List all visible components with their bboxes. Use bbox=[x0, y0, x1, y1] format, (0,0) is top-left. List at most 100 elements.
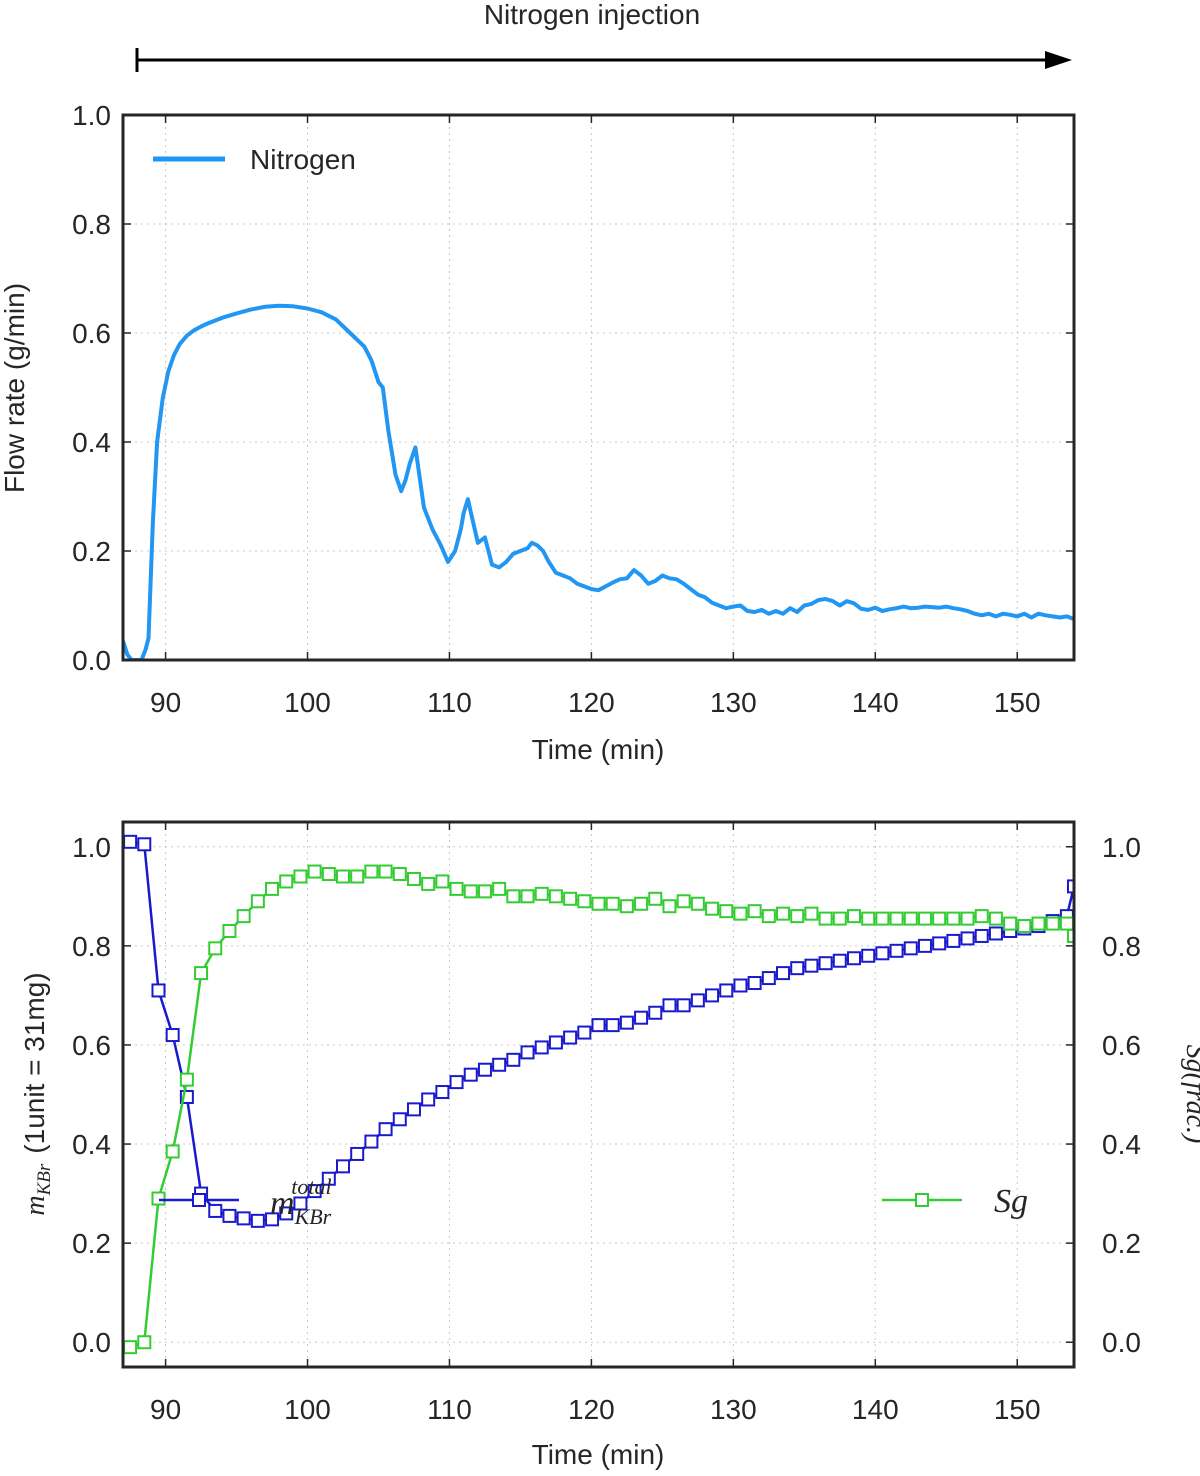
point-sg bbox=[520, 889, 535, 904]
kbr-ytick-label: 0.8 bbox=[72, 931, 111, 962]
kbr-plot-frame bbox=[121, 820, 1076, 1369]
flow-xtick-label: 100 bbox=[284, 687, 331, 718]
legend-marker-sg bbox=[915, 1193, 929, 1207]
flow-xlabel: Time (min) bbox=[532, 734, 665, 765]
kbr-ticks: 90 100 110 120 130 140 150 0.0 0.2 0.4 0.6 0.8 1.0 0.… bbox=[72, 822, 1141, 1425]
point-mkbr bbox=[137, 837, 152, 852]
point-sg bbox=[861, 911, 876, 926]
point-sg bbox=[832, 911, 847, 926]
flow-ytick-label: 0.4 bbox=[72, 427, 111, 458]
kbr-xtick-label: 110 bbox=[427, 1394, 472, 1425]
flow-xtick-label: 120 bbox=[568, 687, 615, 718]
kbr-y2tick-label: 0.0 bbox=[1102, 1327, 1141, 1358]
legend-marker-mkbr bbox=[192, 1193, 206, 1207]
point-sg bbox=[988, 911, 1003, 926]
kbr-y2tick-label: 0.8 bbox=[1102, 931, 1141, 962]
point-sg bbox=[974, 909, 989, 924]
flow-ylabel: Flow rate (g/min) bbox=[0, 283, 30, 493]
point-mkbr bbox=[591, 1018, 606, 1033]
kbr-sg-chart: 90 100 110 120 130 140 150 0.0 0.2 0.4 0.6 0.8 1.0 0.… bbox=[19, 820, 1200, 1470]
legend-label-mkbr-sub: KBr bbox=[294, 1204, 332, 1229]
point-sg bbox=[1067, 928, 1074, 943]
point-sg bbox=[406, 871, 421, 886]
point-sg bbox=[463, 884, 478, 899]
point-sg bbox=[1059, 916, 1074, 931]
point-sg bbox=[605, 896, 620, 911]
flow-ytick-label: 0.6 bbox=[72, 318, 111, 349]
point-sg bbox=[250, 894, 265, 909]
point-sg bbox=[279, 874, 294, 889]
point-mkbr bbox=[449, 1075, 464, 1090]
point-sg bbox=[719, 904, 734, 919]
kbr-ylabel-text: (1unit = 31mg) bbox=[19, 972, 50, 1153]
point-mkbr bbox=[165, 1028, 180, 1043]
point-sg bbox=[492, 881, 507, 896]
svg-text:mKBr(1unit = 31mg): mKBr (1unit = 31mg) bbox=[19, 972, 55, 1215]
kbr-ytick-label: 0.4 bbox=[72, 1129, 111, 1160]
point-sg bbox=[435, 874, 450, 889]
svg-text:mKBrtotal: mKBr total bbox=[270, 1174, 332, 1229]
point-mkbr bbox=[265, 1212, 280, 1227]
point-mkbr bbox=[492, 1057, 507, 1072]
point-sg bbox=[265, 881, 280, 896]
point-mkbr bbox=[960, 931, 975, 946]
point-mkbr bbox=[790, 961, 805, 976]
flow-ytick-label: 1.0 bbox=[72, 100, 111, 131]
flow-plot-frame bbox=[121, 113, 1076, 662]
kbr-ylabel-m: m bbox=[20, 1195, 51, 1215]
point-mkbr bbox=[804, 958, 819, 973]
point-mkbr bbox=[392, 1112, 407, 1127]
point-mkbr bbox=[293, 1196, 308, 1211]
point-mkbr bbox=[917, 938, 932, 953]
point-sg bbox=[917, 911, 932, 926]
point-mkbr bbox=[563, 1030, 578, 1045]
flow-ytick-label: 0.8 bbox=[72, 209, 111, 240]
point-sg bbox=[889, 911, 904, 926]
point-mkbr bbox=[662, 998, 677, 1013]
point-mkbr bbox=[861, 948, 876, 963]
legend-label-mkbr: m bbox=[270, 1185, 295, 1222]
point-sg bbox=[378, 864, 393, 879]
point-mkbr bbox=[705, 988, 720, 1003]
point-mkbr bbox=[832, 953, 847, 968]
point-sg bbox=[818, 911, 833, 926]
point-mkbr bbox=[846, 951, 861, 966]
point-mkbr bbox=[222, 1208, 237, 1223]
kbr-xtick-label: 100 bbox=[284, 1394, 331, 1425]
point-mkbr bbox=[321, 1171, 336, 1186]
flow-xtick-label: 150 bbox=[994, 687, 1041, 718]
point-mkbr bbox=[151, 983, 166, 998]
point-sg bbox=[932, 911, 947, 926]
flow-ticks: 90 100 110 120 130 140 150 0.0 0.2 0.4 0.6 0.8 1.0 bbox=[72, 100, 1074, 718]
point-sg bbox=[577, 894, 592, 909]
kbr-ytick-label: 0.6 bbox=[72, 1030, 111, 1061]
point-mkbr bbox=[534, 1040, 549, 1055]
kbr-ylabel-sub: KBr bbox=[34, 1163, 55, 1196]
point-mkbr bbox=[974, 928, 989, 943]
point-mkbr bbox=[903, 941, 918, 956]
point-mkbr bbox=[364, 1134, 379, 1149]
point-sg bbox=[293, 869, 308, 884]
kbr-y2tick-label: 0.6 bbox=[1102, 1030, 1141, 1061]
point-mkbr bbox=[761, 971, 776, 986]
point-sg bbox=[946, 911, 961, 926]
point-mkbr bbox=[932, 936, 947, 951]
point-mkbr bbox=[250, 1213, 265, 1228]
kbr-ytick-label: 1.0 bbox=[72, 832, 111, 863]
point-mkbr bbox=[1067, 879, 1074, 894]
point-sg bbox=[804, 906, 819, 921]
point-sg bbox=[123, 1340, 138, 1355]
kbr-ytick-label: 0.0 bbox=[72, 1327, 111, 1358]
point-sg bbox=[179, 1072, 194, 1087]
flow-rate-chart: 90 100 110 120 130 140 150 0.0 0.2 0.4 0.6 0.8 1.0 T… bbox=[0, 100, 1076, 765]
kbr-xtick-label: 90 bbox=[150, 1394, 181, 1425]
point-mkbr bbox=[676, 998, 691, 1013]
flow-grid bbox=[123, 114, 1074, 661]
flow-ytick-label: 0.2 bbox=[72, 536, 111, 567]
point-mkbr bbox=[506, 1052, 521, 1067]
kbr-y2tick-label: 1.0 bbox=[1102, 832, 1141, 863]
point-sg bbox=[350, 869, 365, 884]
point-sg bbox=[506, 889, 521, 904]
kbr-y2tick-label: 0.2 bbox=[1102, 1228, 1141, 1259]
